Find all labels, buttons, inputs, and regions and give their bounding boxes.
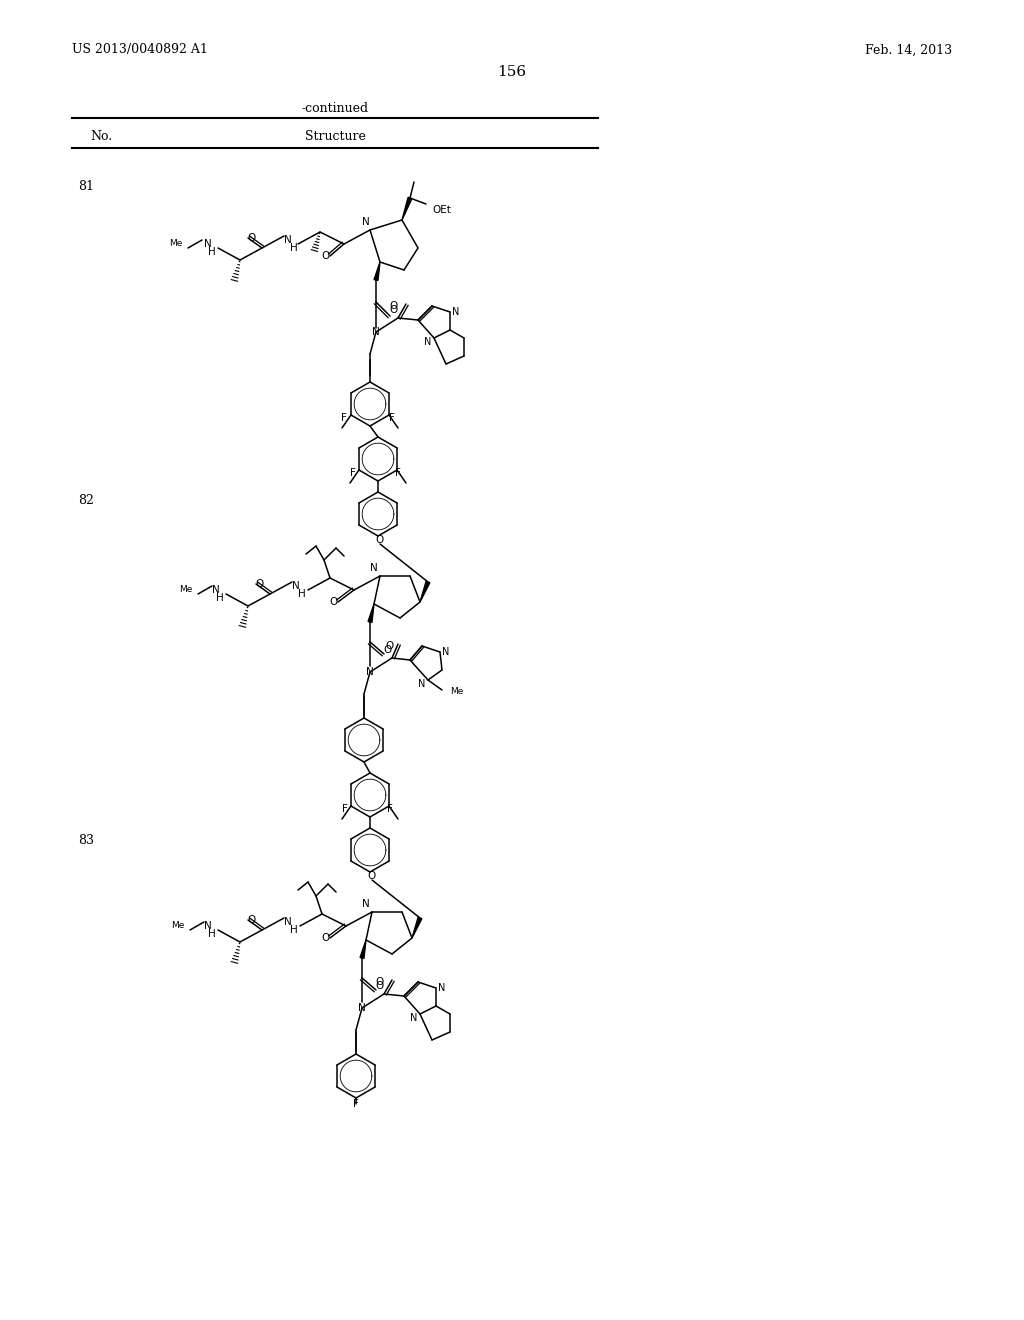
Text: O: O bbox=[390, 305, 398, 315]
Polygon shape bbox=[402, 197, 412, 220]
Text: O: O bbox=[322, 251, 330, 261]
Polygon shape bbox=[360, 940, 366, 958]
Text: H: H bbox=[216, 593, 224, 603]
Text: N: N bbox=[212, 585, 220, 595]
Text: O: O bbox=[384, 645, 392, 655]
Text: H: H bbox=[290, 925, 298, 935]
Polygon shape bbox=[374, 261, 380, 280]
Polygon shape bbox=[412, 917, 422, 939]
Text: N: N bbox=[284, 917, 292, 927]
Text: O: O bbox=[256, 579, 264, 589]
Text: O: O bbox=[368, 871, 376, 880]
Text: Me: Me bbox=[169, 239, 182, 248]
Text: F: F bbox=[389, 413, 395, 422]
Text: N: N bbox=[424, 337, 432, 347]
Text: H: H bbox=[290, 243, 298, 253]
Text: 83: 83 bbox=[78, 833, 94, 846]
Text: N: N bbox=[284, 235, 292, 246]
Text: Feb. 14, 2013: Feb. 14, 2013 bbox=[865, 44, 952, 57]
Text: N: N bbox=[453, 308, 460, 317]
Text: O: O bbox=[322, 933, 330, 942]
Text: N: N bbox=[411, 1012, 418, 1023]
Text: OEt: OEt bbox=[432, 205, 451, 215]
Text: 82: 82 bbox=[78, 494, 94, 507]
Text: N: N bbox=[438, 983, 445, 993]
Text: Me: Me bbox=[171, 921, 184, 931]
Text: F: F bbox=[387, 804, 393, 814]
Text: N: N bbox=[362, 899, 370, 909]
Text: N: N bbox=[204, 921, 212, 931]
Text: N: N bbox=[442, 647, 450, 657]
Text: 81: 81 bbox=[78, 180, 94, 193]
Text: N: N bbox=[370, 564, 378, 573]
Text: O: O bbox=[248, 915, 256, 925]
Text: N: N bbox=[358, 1003, 366, 1012]
Text: No.: No. bbox=[90, 129, 112, 143]
Text: N: N bbox=[367, 667, 374, 677]
Text: O: O bbox=[390, 301, 398, 312]
Text: O: O bbox=[330, 597, 338, 607]
Text: O: O bbox=[376, 981, 384, 991]
Text: N: N bbox=[204, 239, 212, 249]
Text: N: N bbox=[419, 678, 426, 689]
Text: O: O bbox=[376, 535, 384, 545]
Text: F: F bbox=[350, 469, 356, 478]
Text: H: H bbox=[208, 247, 216, 257]
Polygon shape bbox=[420, 581, 430, 602]
Text: O: O bbox=[248, 234, 256, 243]
Text: Me: Me bbox=[178, 586, 193, 594]
Text: Structure: Structure bbox=[304, 129, 366, 143]
Text: N: N bbox=[292, 581, 300, 591]
Text: Me: Me bbox=[450, 688, 464, 697]
Text: H: H bbox=[298, 589, 306, 599]
Text: O: O bbox=[386, 642, 394, 651]
Text: F: F bbox=[341, 413, 347, 422]
Text: -continued: -continued bbox=[301, 102, 369, 115]
Text: F: F bbox=[342, 804, 348, 814]
Text: N: N bbox=[372, 327, 380, 337]
Polygon shape bbox=[368, 605, 374, 623]
Text: US 2013/0040892 A1: US 2013/0040892 A1 bbox=[72, 44, 208, 57]
Text: H: H bbox=[208, 929, 216, 939]
Text: 156: 156 bbox=[498, 65, 526, 79]
Text: N: N bbox=[362, 216, 370, 227]
Text: F: F bbox=[395, 469, 401, 478]
Text: F: F bbox=[353, 1100, 359, 1109]
Text: O: O bbox=[376, 977, 384, 987]
